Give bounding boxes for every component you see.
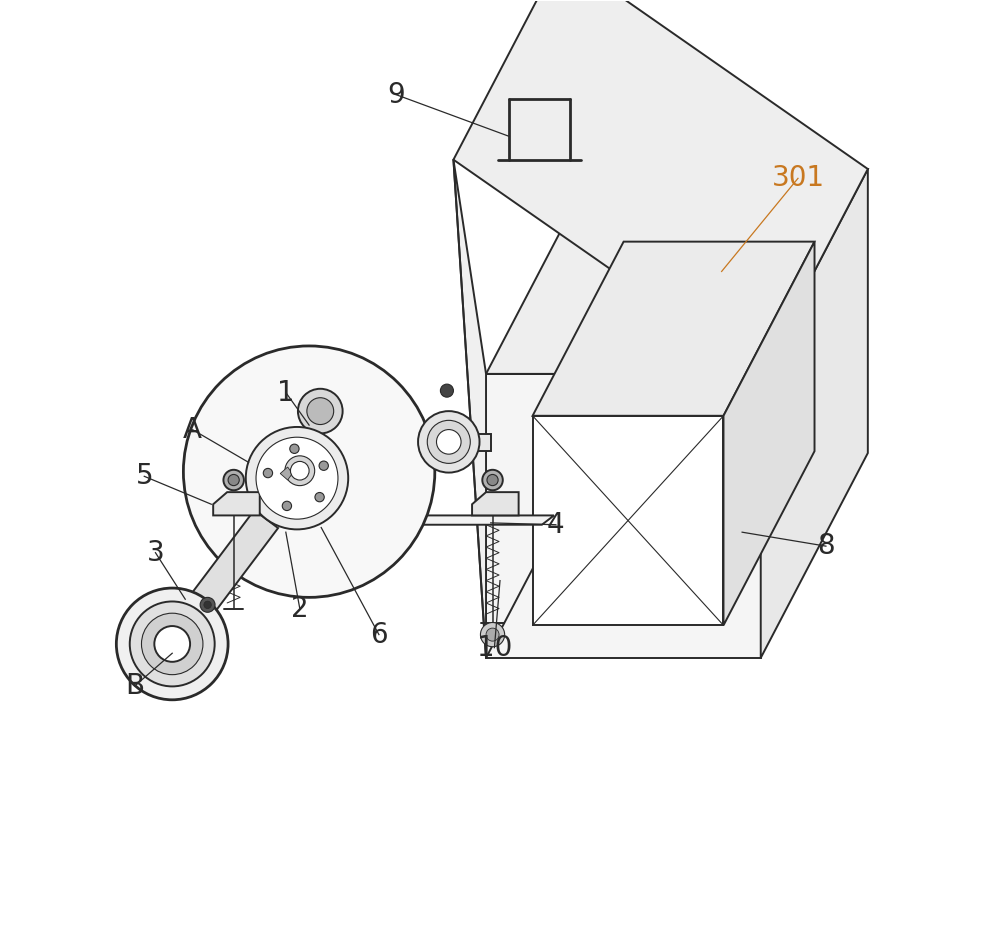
Text: A: A: [183, 416, 202, 444]
Polygon shape: [422, 434, 491, 451]
Polygon shape: [533, 416, 723, 625]
Circle shape: [482, 470, 503, 490]
Polygon shape: [453, 0, 868, 374]
Circle shape: [285, 456, 315, 486]
Polygon shape: [472, 492, 519, 516]
Text: 2: 2: [291, 595, 309, 623]
Polygon shape: [723, 242, 815, 625]
Text: 3: 3: [147, 539, 164, 567]
Text: 6: 6: [370, 620, 388, 648]
Polygon shape: [533, 242, 815, 416]
Polygon shape: [761, 169, 868, 658]
Circle shape: [436, 430, 461, 454]
Circle shape: [204, 601, 211, 609]
Polygon shape: [486, 169, 868, 374]
Polygon shape: [170, 510, 278, 640]
Circle shape: [200, 598, 215, 613]
Polygon shape: [486, 374, 761, 658]
Circle shape: [256, 437, 338, 519]
Circle shape: [141, 614, 203, 674]
Circle shape: [282, 502, 292, 511]
Circle shape: [298, 389, 343, 433]
Circle shape: [290, 461, 309, 480]
Circle shape: [183, 346, 435, 598]
Polygon shape: [453, 160, 486, 658]
Circle shape: [116, 588, 228, 700]
Text: 4: 4: [547, 511, 565, 539]
Circle shape: [246, 427, 348, 530]
Circle shape: [315, 492, 324, 502]
Text: 1: 1: [277, 378, 295, 406]
Circle shape: [263, 468, 273, 477]
Polygon shape: [213, 492, 260, 516]
Circle shape: [307, 398, 334, 425]
Text: B: B: [125, 672, 145, 700]
Circle shape: [418, 411, 480, 473]
Circle shape: [486, 628, 499, 641]
Text: 8: 8: [817, 532, 835, 560]
Circle shape: [223, 470, 244, 490]
Circle shape: [319, 461, 328, 471]
Text: 10: 10: [477, 633, 512, 661]
Text: 9: 9: [387, 80, 405, 108]
Circle shape: [480, 623, 505, 646]
Circle shape: [154, 626, 190, 662]
Polygon shape: [209, 516, 554, 525]
Circle shape: [440, 384, 453, 397]
Polygon shape: [280, 467, 292, 480]
Text: 5: 5: [135, 462, 153, 490]
Circle shape: [290, 445, 299, 453]
Circle shape: [427, 420, 470, 463]
Circle shape: [487, 474, 498, 486]
Circle shape: [228, 474, 239, 486]
Text: 301: 301: [771, 164, 825, 192]
Circle shape: [130, 601, 215, 686]
